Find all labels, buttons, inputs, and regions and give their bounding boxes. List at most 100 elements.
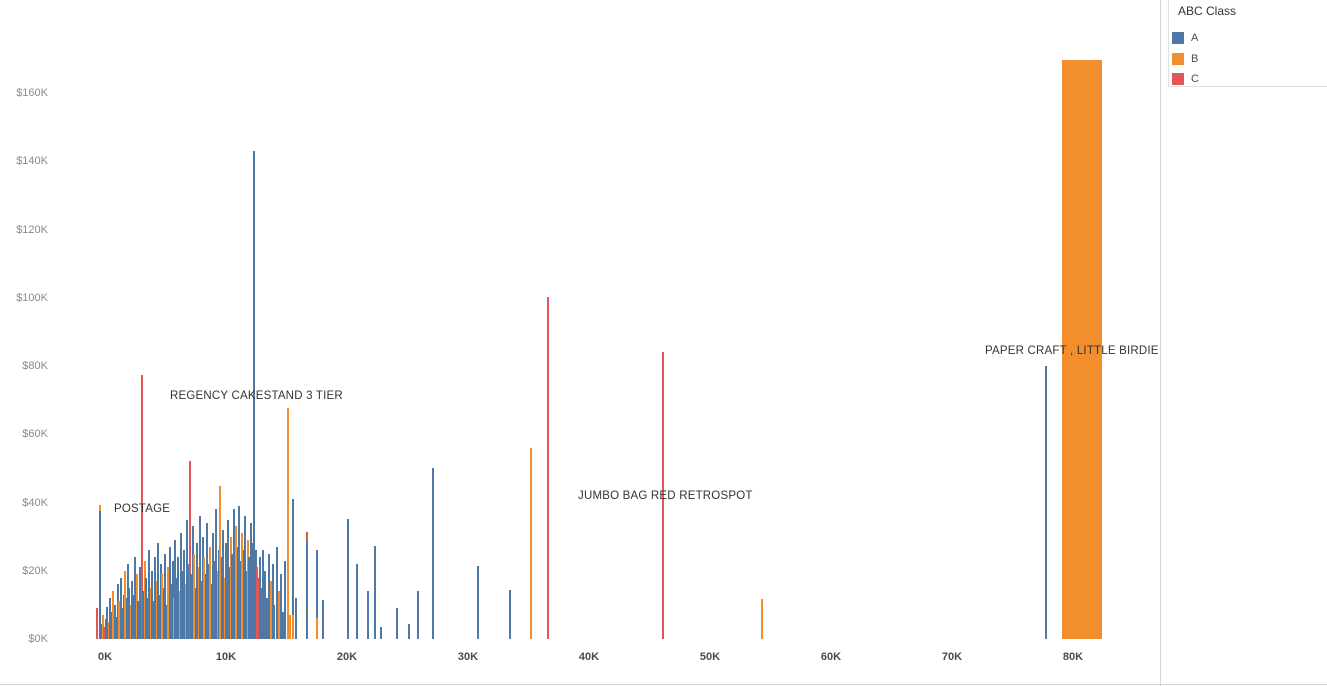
bar-class-A[interactable]: [207, 563, 210, 639]
bar-class-A[interactable]: [151, 570, 154, 639]
bar-class-A[interactable]: [210, 584, 213, 639]
bar-class-B[interactable]: [161, 574, 164, 639]
bar-class-A[interactable]: [231, 553, 234, 639]
bar-class-C[interactable]: [256, 567, 259, 639]
bar-class-A[interactable]: [126, 563, 129, 639]
bar-class-A[interactable]: [125, 598, 128, 639]
bar-class-B[interactable]: [167, 567, 170, 639]
bar-class-A[interactable]: [152, 601, 155, 639]
bar-class-A[interactable]: [215, 509, 218, 639]
bar-class-A[interactable]: [190, 574, 193, 639]
bar-class-B[interactable]: [178, 591, 181, 639]
bar-class-A[interactable]: [346, 518, 349, 639]
bar-class-A[interactable]: [156, 543, 159, 639]
bar-class-A[interactable]: [252, 151, 255, 639]
bar-class-B[interactable]: [129, 604, 132, 639]
bar-class-A[interactable]: [132, 594, 135, 639]
bar-class-C[interactable]: [188, 460, 191, 639]
bar-class-A[interactable]: [266, 598, 269, 639]
bar-class-B[interactable]: [155, 580, 158, 639]
bar-class-A[interactable]: [248, 557, 251, 639]
bar-class-A[interactable]: [121, 608, 124, 639]
bar-class-A[interactable]: [158, 594, 161, 639]
bar-class-B[interactable]: [247, 540, 250, 639]
bar-class-A[interactable]: [222, 529, 225, 639]
bar-class-A[interactable]: [204, 574, 207, 639]
bar-class-A[interactable]: [162, 587, 165, 639]
bar-class-A[interactable]: [115, 616, 118, 639]
bar-class-A[interactable]: [213, 560, 216, 639]
bar-class-A[interactable]: [267, 553, 270, 639]
bar-class-B[interactable]: [292, 615, 295, 639]
bar-class-B[interactable]: [289, 615, 292, 639]
bar-class-A[interactable]: [407, 623, 410, 639]
bar-class-B[interactable]: [143, 560, 146, 639]
bar-class-A[interactable]: [116, 584, 119, 639]
bar-class-C[interactable]: [257, 577, 260, 639]
bar-class-A[interactable]: [180, 533, 183, 639]
bar-class-A[interactable]: [175, 577, 178, 639]
bar-class-A[interactable]: [174, 540, 177, 639]
bar-class-B[interactable]: [218, 486, 221, 639]
bar-class-A[interactable]: [171, 560, 174, 639]
bar-class-A[interactable]: [119, 577, 122, 639]
bar-class-A[interactable]: [145, 577, 148, 639]
bar-class-A[interactable]: [225, 543, 228, 639]
bar-class-A[interactable]: [275, 546, 278, 639]
bar-class-A[interactable]: [251, 543, 254, 639]
bar-class-A[interactable]: [134, 557, 137, 639]
bar-class-B[interactable]: [197, 567, 200, 639]
bar-class-A[interactable]: [284, 560, 287, 639]
bar-class-A[interactable]: [199, 516, 202, 639]
bar-class-A[interactable]: [292, 499, 295, 639]
bar-class-A[interactable]: [367, 590, 370, 639]
bar-class-A[interactable]: [137, 601, 140, 639]
bar-class-A[interactable]: [194, 587, 197, 639]
bar-class-A[interactable]: [202, 536, 204, 639]
bar-class-A[interactable]: [279, 574, 282, 639]
bar-class-A[interactable]: [128, 587, 131, 639]
bar-class-A[interactable]: [322, 600, 325, 639]
bar-class-A[interactable]: [177, 557, 180, 639]
bar-class-A[interactable]: [236, 546, 239, 639]
bar-class-C[interactable]: [546, 297, 549, 639]
bar-class-B[interactable]: [112, 591, 115, 639]
bar-class-A[interactable]: [200, 580, 203, 639]
bar-class-B[interactable]: [229, 536, 232, 639]
bar-class-A[interactable]: [110, 611, 113, 639]
bar-class-A[interactable]: [395, 607, 398, 639]
bar-class-A[interactable]: [181, 570, 184, 639]
bar-class-A[interactable]: [259, 557, 261, 639]
bar-class-B[interactable]: [530, 447, 533, 639]
bar-class-B[interactable]: [277, 591, 280, 639]
bar-class-A[interactable]: [508, 589, 511, 639]
bar-class-A[interactable]: [187, 563, 190, 639]
bar-class-A[interactable]: [100, 623, 103, 639]
bar-class-A[interactable]: [146, 598, 149, 639]
bar-class-A[interactable]: [245, 570, 248, 639]
bar-class-B[interactable]: [315, 617, 318, 639]
bar-class-A[interactable]: [170, 584, 173, 639]
bar-class-B[interactable]: [1061, 60, 1102, 639]
bar-class-A[interactable]: [242, 550, 245, 639]
bar-class-A[interactable]: [131, 580, 134, 639]
bar-class-A[interactable]: [262, 550, 265, 639]
bar-class-A[interactable]: [380, 627, 382, 639]
bar-class-A[interactable]: [356, 564, 359, 639]
bar-class-A[interactable]: [264, 570, 267, 639]
bar-class-B[interactable]: [184, 584, 187, 639]
bar-class-A[interactable]: [168, 546, 171, 639]
bar-class-B[interactable]: [118, 601, 121, 639]
bar-class-C[interactable]: [96, 608, 99, 639]
bar-class-A[interactable]: [104, 618, 107, 639]
bar-class-A[interactable]: [122, 594, 125, 639]
bar-class-B[interactable]: [209, 546, 212, 639]
bar-class-A[interactable]: [315, 550, 318, 639]
bar-class-A[interactable]: [164, 553, 167, 639]
bar-class-B[interactable]: [286, 407, 289, 639]
bar-class-A[interactable]: [244, 516, 247, 639]
bar-class-A[interactable]: [98, 511, 101, 639]
bar-class-A[interactable]: [212, 533, 215, 639]
bar-class-C[interactable]: [662, 352, 665, 639]
bar-class-A[interactable]: [154, 557, 157, 639]
